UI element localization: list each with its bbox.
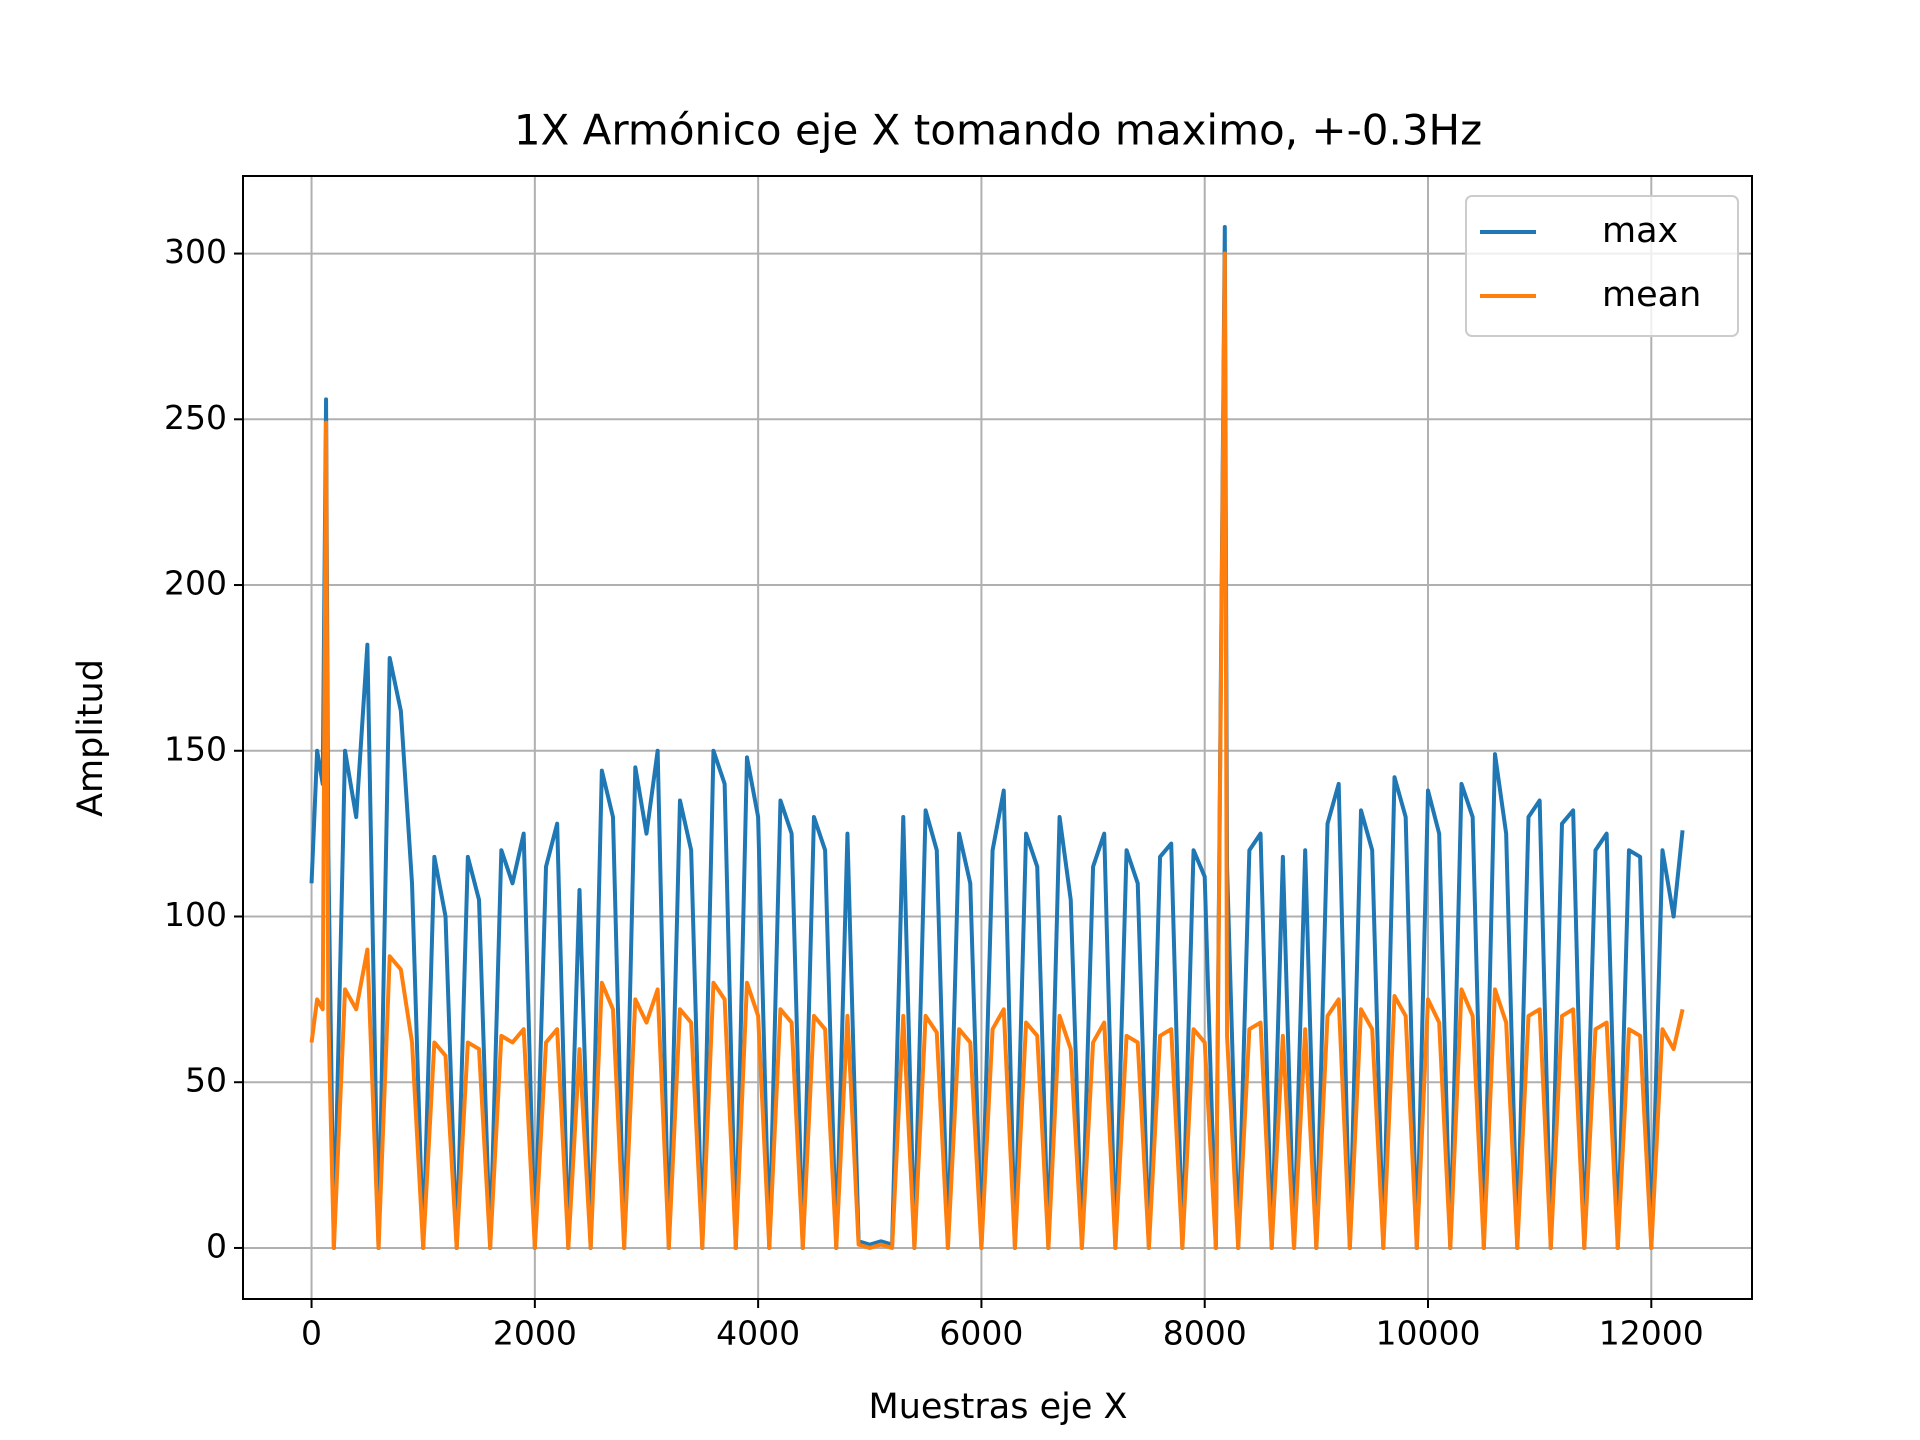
series-line [309,251,1685,1250]
y-tick-label: 250 [164,398,227,437]
y-tick-label: 50 [185,1061,227,1100]
x-tick-label: 8000 [1163,1314,1247,1353]
x-tick-label: 6000 [939,1314,1023,1353]
x-axis-label: Muestras eje X [869,1387,1128,1427]
plot-frame [242,175,1753,1300]
x-tick-label: 4000 [716,1314,800,1353]
chart-title: 1X Armónico eje X tomando maximo, +-0.3H… [514,106,1482,155]
y-tick-label: 100 [164,895,227,934]
y-tick-label: 0 [206,1226,227,1265]
legend-label: mean [1602,275,1701,315]
x-tick-label: 2000 [493,1314,577,1353]
y-tick-label: 300 [164,232,227,271]
x-tick-label: 10000 [1376,1314,1481,1353]
y-tick-label: 200 [164,564,227,603]
y-tick-label: 150 [164,729,227,768]
x-tick-label: 12000 [1599,1314,1704,1353]
y-axis-label: Amplitud [71,659,111,817]
legend-label: max [1602,211,1678,251]
x-tick-label: 0 [301,1314,322,1353]
